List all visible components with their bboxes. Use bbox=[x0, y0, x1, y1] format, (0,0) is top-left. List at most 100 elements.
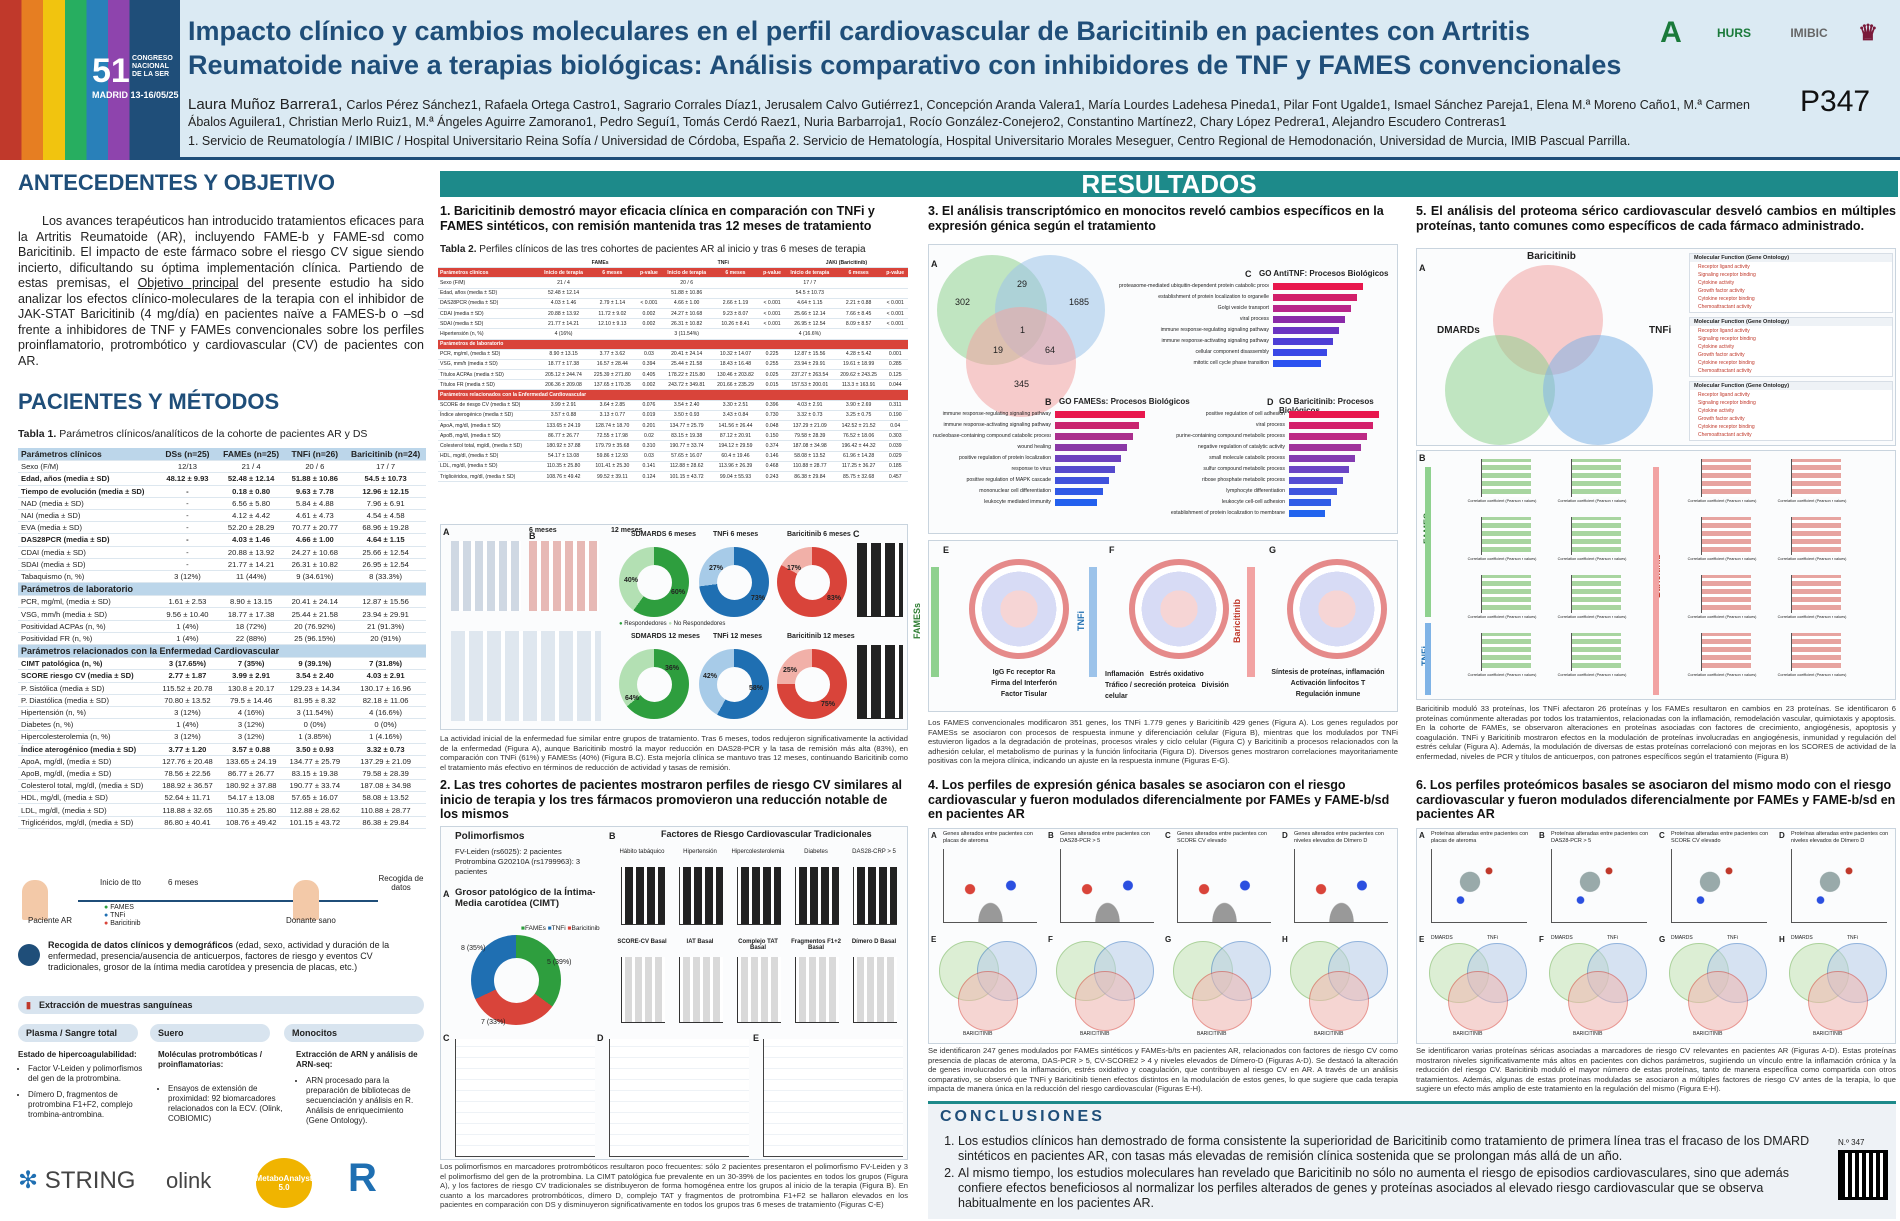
c3-title: Extracción de ARN y análisis de ARN-seq: bbox=[296, 1050, 418, 1069]
go-term-row: immune response-regulating signaling pat… bbox=[1119, 325, 1394, 335]
table-cell: Positividad FR (n, %) bbox=[18, 632, 158, 646]
corr-bars bbox=[1571, 517, 1621, 555]
table-cell: 0.310 bbox=[636, 440, 662, 452]
table-header-cell: Inicio de terapia bbox=[661, 267, 712, 279]
go-term-bar bbox=[1055, 477, 1109, 484]
corr-axis-label: Correlation coefficient (Pearson r value… bbox=[1687, 615, 1757, 619]
table-cell: 83.15 ± 19.38 bbox=[661, 430, 712, 442]
table-cell: 99.52 ± 39.11 bbox=[588, 471, 637, 483]
table-cell: 0.002 bbox=[636, 308, 662, 320]
corr-axis-label: Correlation coefficient (Pearson r value… bbox=[1777, 673, 1847, 677]
table-cell: 18.77 ± 17.38 bbox=[217, 607, 285, 621]
table-cell: 57.65 ± 16.07 bbox=[284, 791, 346, 805]
gene-venn: F BARICITINIB bbox=[1046, 933, 1159, 1043]
table-cell: 0.02 bbox=[636, 430, 662, 442]
boxplot-das28 bbox=[451, 541, 521, 611]
table-row: Sexo (F/M) 12/13 21 / 4 20 / 6 17 / 7 bbox=[18, 460, 426, 474]
corr-axis-label: Correlation coefficient (Pearson r value… bbox=[1467, 673, 1537, 677]
table-row: NAI (media ± SD) -4.12 ± 4.42 4.61 ± 4.73 4… bbox=[18, 509, 426, 523]
volcano-points bbox=[943, 849, 1037, 923]
legend-fames: FAMES bbox=[110, 904, 134, 911]
table-cell: 0.044 bbox=[882, 379, 908, 391]
mf-term: Chemoattractant activity bbox=[1698, 368, 1752, 374]
corr-axis-label: Correlation coefficient (Pearson r value… bbox=[1687, 557, 1757, 561]
table1-caption-bold: Tabla 1. bbox=[18, 428, 57, 440]
venn-count: 19 bbox=[993, 345, 1004, 355]
go-term-bar bbox=[1289, 488, 1337, 495]
figure-4-expression: A Genes alterados entre pacientes con pla… bbox=[928, 828, 1398, 1044]
table-row: DAS28PCR (media ± SD) -4.03 ± 1.46 4.66 ± … bbox=[18, 533, 426, 547]
table-cell: Sexo (F/M) bbox=[18, 460, 158, 474]
table-row: Títulos FR (media ± SD) 206.36 ± 209.08 13… bbox=[438, 379, 908, 391]
corr-chart: Correlation coefficient (Pearson r value… bbox=[1453, 573, 1537, 627]
table-cell: 17 / 7 bbox=[345, 460, 426, 474]
table-subheader-row: Parámetros relacionados con la Enfermeda… bbox=[18, 644, 426, 659]
c1-item: Dímero D, fragmentos de protrombina F1+F… bbox=[28, 1090, 148, 1120]
risk-factor-bars bbox=[621, 867, 665, 925]
table-subheader-row: Parámetros relacionados con la Enfermeda… bbox=[438, 389, 908, 401]
go-term-label: establishment of protein localization to… bbox=[1170, 510, 1285, 516]
table-cell: Títulos ACPAs (media ± SD) bbox=[438, 369, 539, 381]
table-cell: 110.35 ± 25.80 bbox=[538, 461, 589, 472]
table-cell: 20.41 ± 24.14 bbox=[661, 349, 712, 360]
risk-factor-bars bbox=[679, 867, 723, 925]
panel-label: E bbox=[1419, 935, 1425, 944]
risk-factor-bars bbox=[737, 867, 781, 925]
go-term-row: viral process bbox=[1167, 420, 1395, 430]
table-row: Positividad ACPAs (n, %) 1 (4%) 18 (72%) 20… bbox=[18, 620, 426, 633]
corr-bars bbox=[1701, 575, 1751, 613]
table-cell: Hipertensión (n, %) bbox=[18, 706, 158, 720]
panel-label: A bbox=[1419, 831, 1425, 840]
imibic-logo: IMIBIC bbox=[1790, 26, 1828, 40]
table-cell: 57.65 ± 16.07 bbox=[661, 451, 712, 462]
mf-term: Growth factor activity bbox=[1698, 352, 1745, 358]
chord-label: Firma del Interferón bbox=[991, 680, 1057, 687]
chord-diagram-e bbox=[969, 559, 1069, 659]
go-term-label: small molecule catabolic process bbox=[1209, 455, 1285, 461]
corr-chart: Correlation coefficient (Pearson r value… bbox=[1453, 515, 1537, 569]
table-cell: 51.88 ± 10.86 bbox=[284, 472, 346, 486]
table-cell: 54.17 ± 13.08 bbox=[217, 791, 285, 805]
table-cell: 133.65 ± 24.19 bbox=[217, 755, 285, 768]
congress-city: MADRID 13-16/05/25 bbox=[92, 90, 179, 100]
table-cell: 134.77 ± 25.79 bbox=[661, 420, 712, 432]
table-cell: 0.457 bbox=[882, 471, 908, 483]
score-chart: SCORE-CV Basal bbox=[615, 939, 669, 1029]
go-term-row: proteasome-mediated ubiquitin-dependent … bbox=[1119, 281, 1394, 291]
corr-bar-fames bbox=[1425, 467, 1431, 617]
side-bar-tnfi bbox=[1089, 567, 1097, 677]
panel-label: C bbox=[853, 529, 860, 539]
chord-group-label: Baricitinib bbox=[1232, 598, 1243, 644]
table-cell: 1.61 ± 2.53 bbox=[157, 595, 218, 609]
table-cell: 3.99 ± 2.91 bbox=[217, 669, 285, 683]
table-row: HDL, mg/dl, (media ± SD) 54.17 ± 13.08 59.… bbox=[438, 451, 908, 462]
table-row: Tabaquismo (n, %) 3 (12%) 11 (44%) 9 (34.61… bbox=[18, 570, 426, 584]
table-cell: 12.87 ± 15.56 bbox=[345, 595, 426, 609]
go-term-label: establishment of protein localization to… bbox=[1158, 294, 1269, 300]
table-header-cell: TNFi (n=26) bbox=[284, 448, 346, 462]
side-bar-bari bbox=[1247, 567, 1255, 677]
table-row: CDAI (media ± SD) 20.88 ± 13.92 11.72 ± 9.… bbox=[438, 308, 908, 320]
donor-figure-icon bbox=[293, 880, 319, 920]
corr-bars bbox=[1481, 517, 1531, 555]
table-cell: 0.015 bbox=[759, 379, 785, 391]
mf-title: Molecular Function (Gene Ontology) bbox=[1690, 318, 1892, 326]
qr-label: N.º 347 bbox=[1838, 1138, 1865, 1147]
chord-label: Tráfico / secreción proteica bbox=[1105, 682, 1196, 689]
table-cell: 0.190 bbox=[882, 410, 908, 422]
chord-diagram-f bbox=[1129, 559, 1229, 659]
chord-label: Activación linfocitos T bbox=[1290, 680, 1366, 687]
table-cell: 3.99 ± 2.91 bbox=[538, 400, 589, 411]
stacked-bars-12m bbox=[857, 645, 903, 719]
table-cell: < 0.001 bbox=[882, 308, 908, 320]
table-cell: Edad, años (media ± SD) bbox=[18, 472, 158, 486]
venn-count: 1685 bbox=[1069, 297, 1090, 307]
donut-bari-6m bbox=[777, 547, 847, 617]
corr-chart: Correlation coefficient (Pearson r value… bbox=[1673, 631, 1757, 685]
table-cell: 110.35 ± 25.80 bbox=[217, 803, 285, 817]
table-cell: 3.54 ± 2.40 bbox=[661, 400, 712, 411]
donut-fames-12m bbox=[619, 649, 689, 719]
go-term-bar bbox=[1289, 455, 1355, 462]
risk-factor-chart: Diabetes bbox=[789, 849, 843, 929]
table-cell: 101.15 ± 43.72 bbox=[284, 816, 346, 829]
